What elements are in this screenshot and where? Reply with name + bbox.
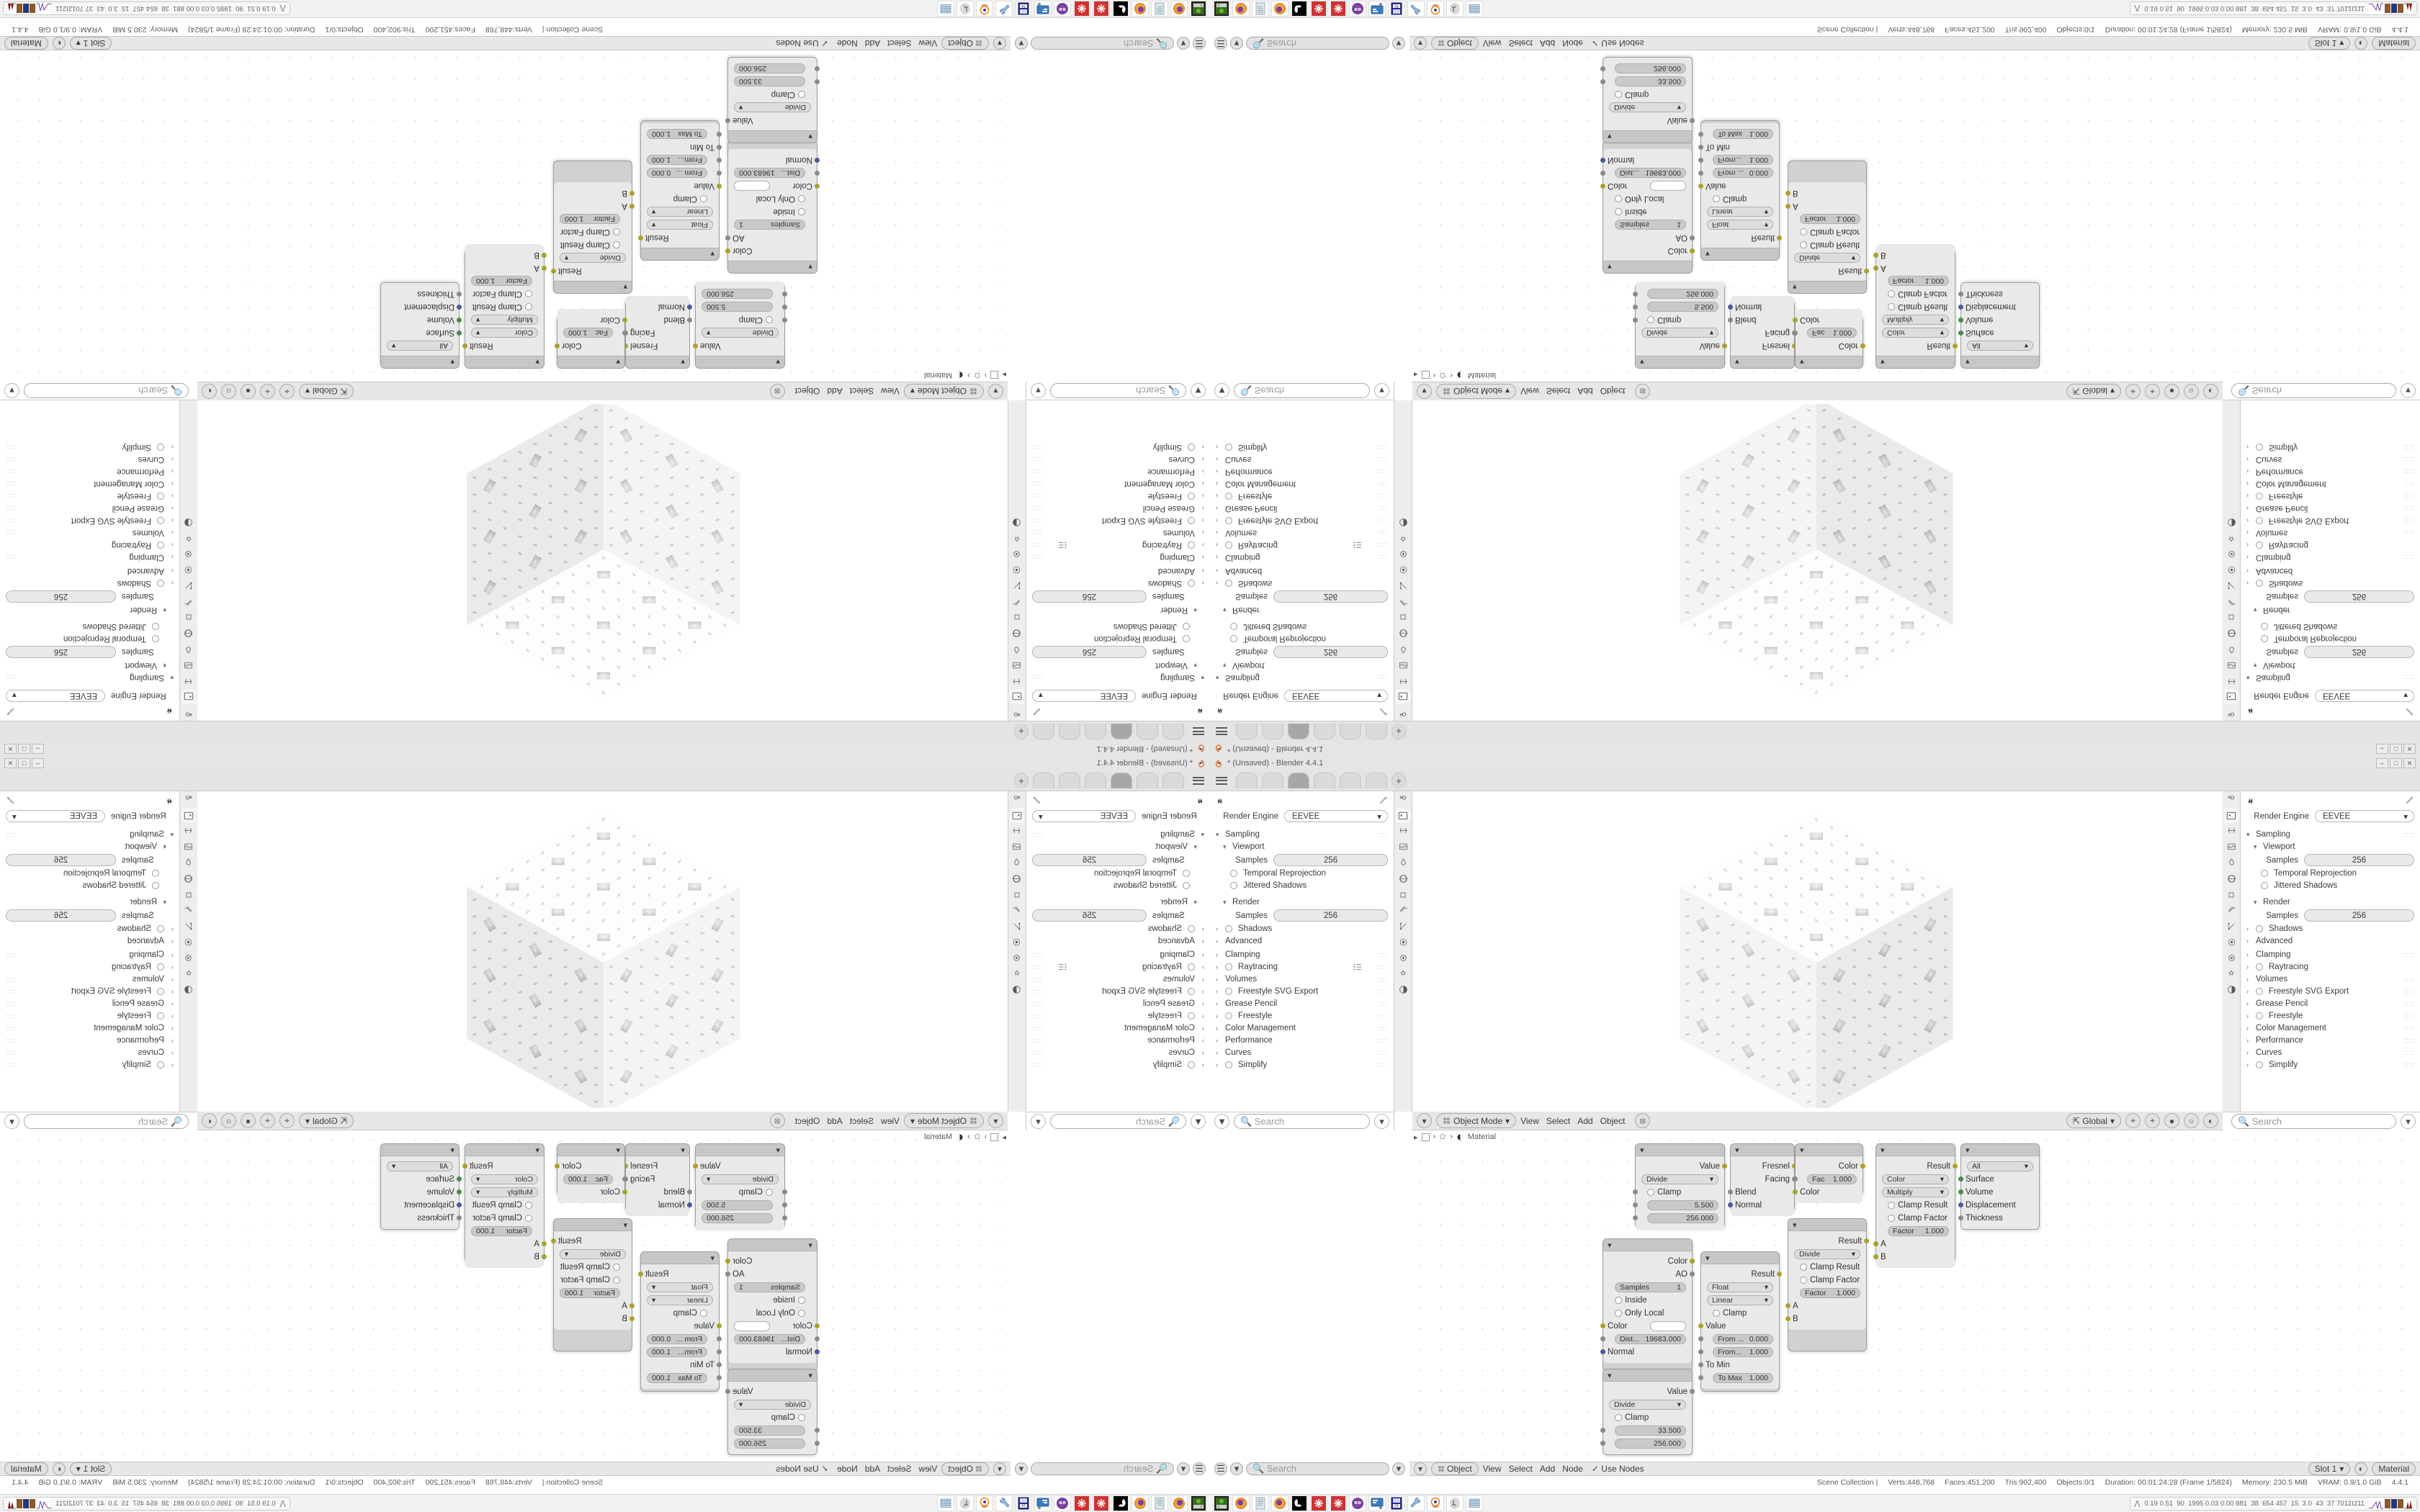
svg-text:64: 64 [1021,1504,1026,1508]
svg-text:64: 64 [1394,4,1399,8]
svg-text:64: 64 [1394,1504,1399,1508]
svg-text:64: 64 [1021,4,1026,8]
